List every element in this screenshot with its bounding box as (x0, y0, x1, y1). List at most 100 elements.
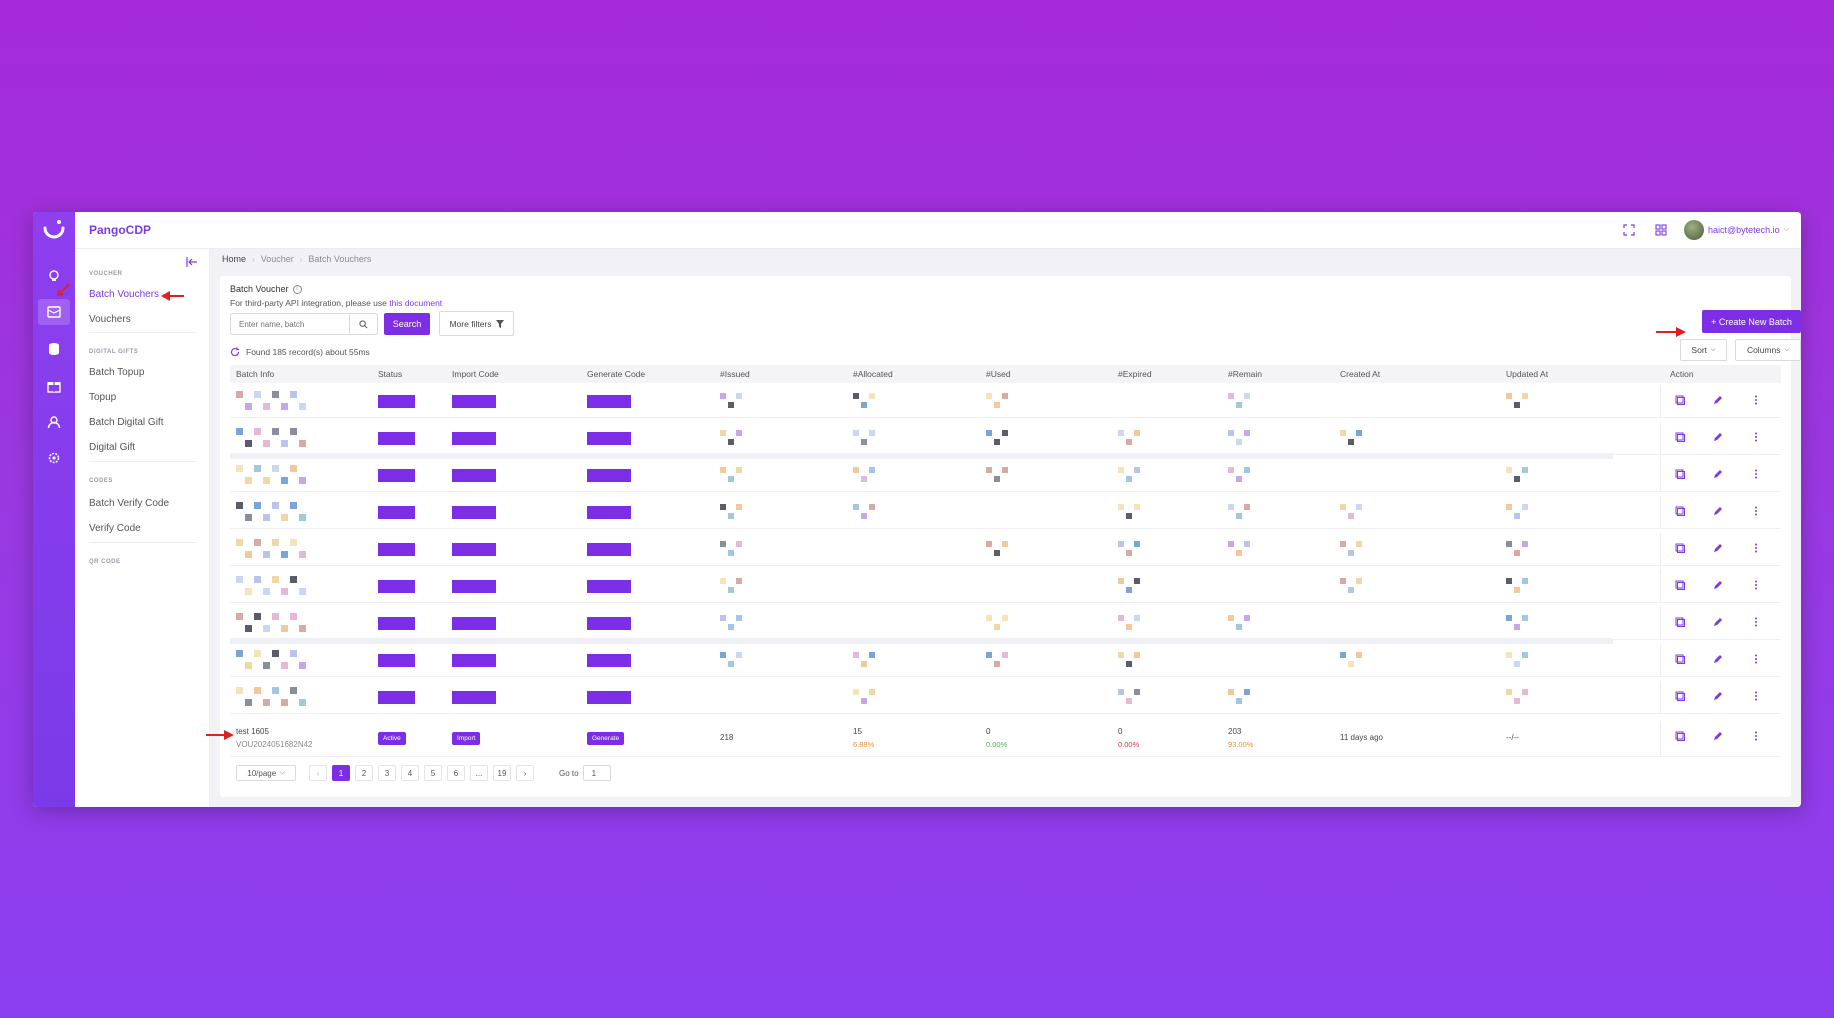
col-used[interactable]: #Used (986, 369, 1011, 379)
view-icon[interactable] (1674, 616, 1686, 628)
breadcrumb-home[interactable]: Home (222, 254, 247, 264)
more-icon[interactable] (1750, 616, 1762, 628)
view-icon[interactable] (1674, 431, 1686, 443)
col-updated-at[interactable]: Updated At (1506, 369, 1549, 379)
page-ellipsis[interactable]: ... (470, 765, 488, 781)
gift-icon[interactable] (44, 376, 64, 396)
page-6[interactable]: 6 (447, 765, 465, 781)
table-row[interactable] (230, 644, 1781, 677)
view-icon[interactable] (1674, 579, 1686, 591)
edit-icon[interactable] (1712, 653, 1724, 665)
edit-icon[interactable] (1712, 579, 1724, 591)
search-input[interactable] (231, 314, 349, 334)
edit-icon[interactable] (1712, 730, 1724, 742)
sidebar-item-vouchers[interactable]: Vouchers (89, 314, 131, 325)
view-icon[interactable] (1674, 653, 1686, 665)
refresh-icon[interactable] (230, 347, 240, 357)
view-icon[interactable] (1674, 690, 1686, 702)
table-row[interactable] (230, 570, 1781, 603)
edit-icon[interactable] (1712, 616, 1724, 628)
sidebar-item-batch-verify-code[interactable]: Batch Verify Code (89, 498, 170, 509)
search-icon[interactable] (349, 314, 377, 334)
view-icon[interactable] (1674, 730, 1686, 742)
next-page-icon[interactable]: › (516, 765, 534, 781)
col-expired[interactable]: #Expired (1118, 369, 1152, 379)
fullscreen-icon[interactable] (1620, 221, 1638, 239)
voucher-icon[interactable] (38, 299, 70, 325)
edit-icon[interactable] (1712, 394, 1724, 406)
view-icon[interactable] (1674, 542, 1686, 554)
view-icon[interactable] (1674, 505, 1686, 517)
sidebar-item-batch-vouchers[interactable]: Batch Vouchers (89, 289, 160, 300)
import-button[interactable]: Import (452, 732, 481, 745)
generate-button[interactable]: Generate (587, 732, 625, 745)
col-issued[interactable]: #Issued (720, 369, 750, 379)
goto-input[interactable]: 1 (582, 765, 611, 781)
more-icon[interactable] (1750, 579, 1762, 591)
table-row[interactable]: test 1605 VOU2024051682N42 Active Import… (230, 721, 1781, 757)
redacted-badge (378, 395, 415, 408)
edit-icon[interactable] (1712, 542, 1724, 554)
sidebar-item-batch-topup[interactable]: Batch Topup (89, 367, 145, 378)
col-generate-code[interactable]: Generate Code (587, 369, 646, 379)
more-icon[interactable] (1750, 690, 1762, 702)
table-row[interactable] (230, 607, 1781, 644)
page-size-select[interactable]: 10/page ⌵ (236, 765, 296, 781)
more-icon[interactable] (1750, 431, 1762, 443)
col-import-code[interactable]: Import Code (452, 369, 499, 379)
table-row[interactable] (230, 533, 1781, 566)
page-4[interactable]: 4 (401, 765, 419, 781)
settings-icon[interactable] (44, 448, 64, 468)
col-remain[interactable]: #Remain (1228, 369, 1263, 379)
sidebar-item-verify-code[interactable]: Verify Code (89, 523, 141, 534)
more-icon[interactable] (1750, 542, 1762, 554)
sort-button[interactable]: Sort ⌵ (1680, 339, 1727, 361)
table-row[interactable] (230, 496, 1781, 529)
col-allocated[interactable]: #Allocated (853, 369, 893, 379)
view-icon[interactable] (1674, 394, 1686, 406)
create-new-batch-button[interactable]: + Create New Batch (1702, 310, 1801, 333)
more-icon[interactable] (1750, 505, 1762, 517)
table-row[interactable] (230, 385, 1781, 418)
col-status[interactable]: Status (378, 369, 403, 379)
table-row[interactable] (230, 681, 1781, 714)
user-menu[interactable]: haict@bytetech.io ⌵ (1684, 220, 1789, 240)
edit-icon[interactable] (1712, 431, 1724, 443)
prev-page-icon[interactable]: ‹ (309, 765, 327, 781)
page-19[interactable]: 19 (493, 765, 511, 781)
user-icon[interactable] (44, 412, 64, 432)
table-row[interactable] (230, 422, 1781, 459)
collapse-sidebar-icon[interactable] (185, 255, 199, 269)
edit-icon[interactable] (1712, 690, 1724, 702)
redacted-badge (452, 432, 496, 445)
page-1[interactable]: 1 (332, 765, 350, 781)
columns-button[interactable]: Columns ⌵ (1735, 339, 1801, 361)
sidebar-item-topup[interactable]: Topup (89, 392, 117, 403)
edit-icon[interactable] (1712, 468, 1724, 480)
more-icon[interactable] (1750, 730, 1762, 742)
more-filters-button[interactable]: More filters (439, 311, 514, 336)
more-icon[interactable] (1750, 468, 1762, 480)
database-icon[interactable] (44, 339, 64, 359)
info-icon[interactable]: i (292, 284, 302, 294)
edit-icon[interactable] (1712, 505, 1724, 517)
page-3[interactable]: 3 (378, 765, 396, 781)
apps-grid-icon[interactable] (1652, 221, 1670, 239)
api-document-link[interactable]: this document (389, 298, 443, 308)
breadcrumb-voucher[interactable]: Voucher (260, 254, 294, 264)
more-icon[interactable] (1750, 653, 1762, 665)
more-icon[interactable] (1750, 394, 1762, 406)
app-logo-icon[interactable] (40, 216, 68, 244)
sidebar-item-digital-gift[interactable]: Digital Gift (89, 442, 136, 453)
search-button[interactable]: Search (384, 313, 430, 335)
table-row[interactable] (230, 459, 1781, 492)
col-batch-info[interactable]: Batch Info (236, 369, 275, 379)
lightbulb-icon[interactable] (44, 266, 64, 286)
page-2[interactable]: 2 (355, 765, 373, 781)
brand-title[interactable]: PangoCDP (89, 223, 152, 237)
col-created-at[interactable]: Created At (1340, 369, 1381, 379)
batch-name[interactable]: test 1605 (236, 727, 269, 736)
page-5[interactable]: 5 (424, 765, 442, 781)
view-icon[interactable] (1674, 468, 1686, 480)
sidebar-item-batch-digital-gift[interactable]: Batch Digital Gift (89, 417, 164, 428)
